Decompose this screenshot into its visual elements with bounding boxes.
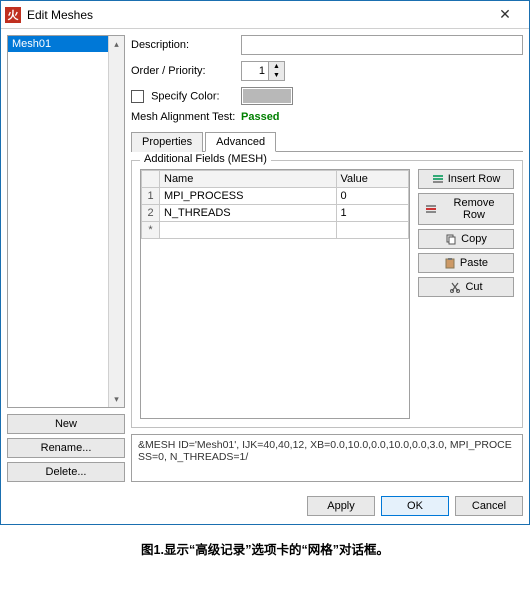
copy-button[interactable]: Copy — [418, 229, 514, 249]
right-column: Description: Order / Priority: ▲ ▼ Speci… — [131, 35, 523, 482]
grid-corner — [142, 171, 160, 188]
order-spinner[interactable]: ▲ ▼ — [241, 61, 285, 81]
dialog-body: Mesh01 ▴ ▾ New Rename... Delete... Descr… — [1, 29, 529, 488]
tab-properties[interactable]: Properties — [131, 132, 203, 152]
additional-fields-group: Additional Fields (MESH) Name Value 1 MP… — [131, 160, 523, 428]
scroll-up-icon[interactable]: ▴ — [109, 36, 124, 52]
spinner-up-icon[interactable]: ▲ — [269, 62, 284, 71]
spinner-down-icon[interactable]: ▼ — [269, 71, 284, 80]
dialog-footer: Apply OK Cancel — [1, 488, 529, 524]
close-button[interactable]: ✕ — [485, 2, 525, 28]
col-value[interactable]: Value — [336, 171, 408, 188]
specify-color-checkbox[interactable] — [131, 90, 144, 103]
titlebar: 火 Edit Meshes ✕ — [1, 1, 529, 29]
specify-color-label: Specify Color: — [151, 90, 219, 102]
description-label: Description: — [131, 39, 241, 51]
delete-button[interactable]: Delete... — [7, 462, 125, 482]
table-row-new[interactable]: * — [142, 222, 409, 239]
alignment-value: Passed — [241, 111, 280, 123]
order-value-input[interactable] — [242, 62, 268, 80]
cell-value[interactable]: 0 — [336, 188, 408, 205]
order-label: Order / Priority: — [131, 65, 241, 77]
fields-grid[interactable]: Name Value 1 MPI_PROCESS 0 2 N_THREADS — [140, 169, 410, 419]
cell-name[interactable] — [160, 222, 337, 239]
insert-row-label: Insert Row — [448, 173, 501, 185]
new-button[interactable]: New — [7, 414, 125, 434]
copy-icon — [445, 233, 457, 245]
table-row[interactable]: 1 MPI_PROCESS 0 — [142, 188, 409, 205]
description-input[interactable] — [241, 35, 523, 55]
cell-value[interactable] — [336, 222, 408, 239]
left-column: Mesh01 ▴ ▾ New Rename... Delete... — [7, 35, 125, 482]
cut-button[interactable]: Cut — [418, 277, 514, 297]
scroll-down-icon[interactable]: ▾ — [109, 391, 124, 407]
scrollbar[interactable]: ▴ ▾ — [108, 36, 124, 407]
paste-icon — [444, 257, 456, 269]
app-icon: 火 — [5, 7, 21, 23]
specify-color-row: Specify Color: — [131, 90, 241, 103]
cell-value[interactable]: 1 — [336, 205, 408, 222]
group-legend: Additional Fields (MESH) — [140, 153, 271, 165]
cell-name[interactable]: MPI_PROCESS — [160, 188, 337, 205]
dialog-window: 火 Edit Meshes ✕ Mesh01 ▴ ▾ New Rename...… — [0, 0, 530, 525]
row-number: 2 — [142, 205, 160, 222]
cancel-button[interactable]: Cancel — [455, 496, 523, 516]
paste-button[interactable]: Paste — [418, 253, 514, 273]
apply-button[interactable]: Apply — [307, 496, 375, 516]
remove-row-icon — [425, 203, 437, 215]
paste-label: Paste — [460, 257, 488, 269]
cut-icon — [449, 281, 461, 293]
col-name[interactable]: Name — [160, 171, 337, 188]
table-row[interactable]: 2 N_THREADS 1 — [142, 205, 409, 222]
tab-advanced[interactable]: Advanced — [205, 132, 276, 152]
alignment-label: Mesh Alignment Test: — [131, 111, 241, 123]
tab-strip: Properties Advanced — [131, 131, 523, 152]
grid-buttons: Insert Row Remove Row Copy Paste — [418, 169, 514, 419]
row-number: * — [142, 222, 160, 239]
left-buttons: New Rename... Delete... — [7, 414, 125, 482]
copy-label: Copy — [461, 233, 487, 245]
list-item[interactable]: Mesh01 — [8, 36, 124, 52]
cell-name[interactable]: N_THREADS — [160, 205, 337, 222]
ok-button[interactable]: OK — [381, 496, 449, 516]
window-title: Edit Meshes — [27, 8, 485, 22]
code-preview[interactable]: &MESH ID='Mesh01', IJK=40,40,12, XB=0.0,… — [131, 434, 523, 482]
remove-row-label: Remove Row — [441, 197, 507, 221]
mesh-listbox[interactable]: Mesh01 ▴ ▾ — [7, 35, 125, 408]
rename-button[interactable]: Rename... — [7, 438, 125, 458]
cut-label: Cut — [465, 281, 482, 293]
row-number: 1 — [142, 188, 160, 205]
insert-row-button[interactable]: Insert Row — [418, 169, 514, 189]
figure-caption: 图1.显示“高级记录”选项卡的“网格”对话框。 — [0, 525, 530, 566]
insert-row-icon — [432, 173, 444, 185]
color-swatch-button[interactable] — [241, 87, 293, 105]
remove-row-button[interactable]: Remove Row — [418, 193, 514, 225]
